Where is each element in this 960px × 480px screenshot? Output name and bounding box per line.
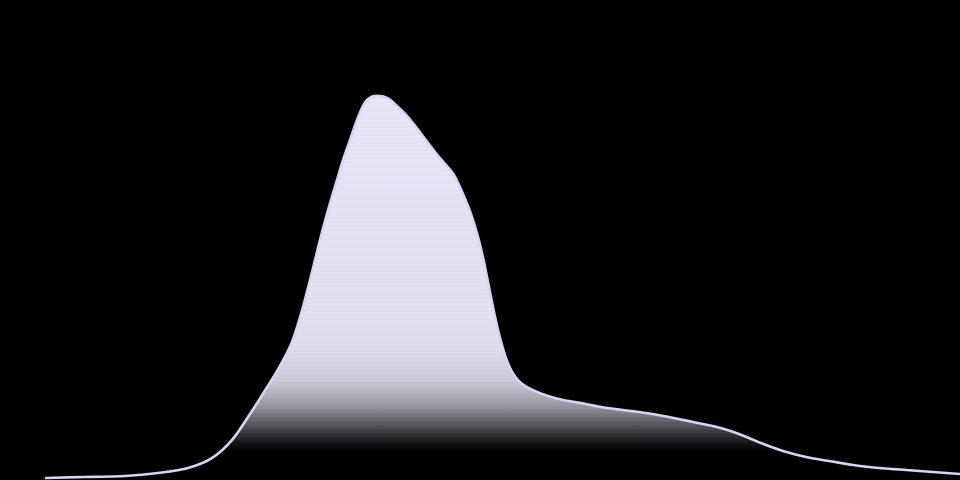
fill-banding-texture <box>46 95 960 452</box>
density-curve-line <box>44 94 960 480</box>
